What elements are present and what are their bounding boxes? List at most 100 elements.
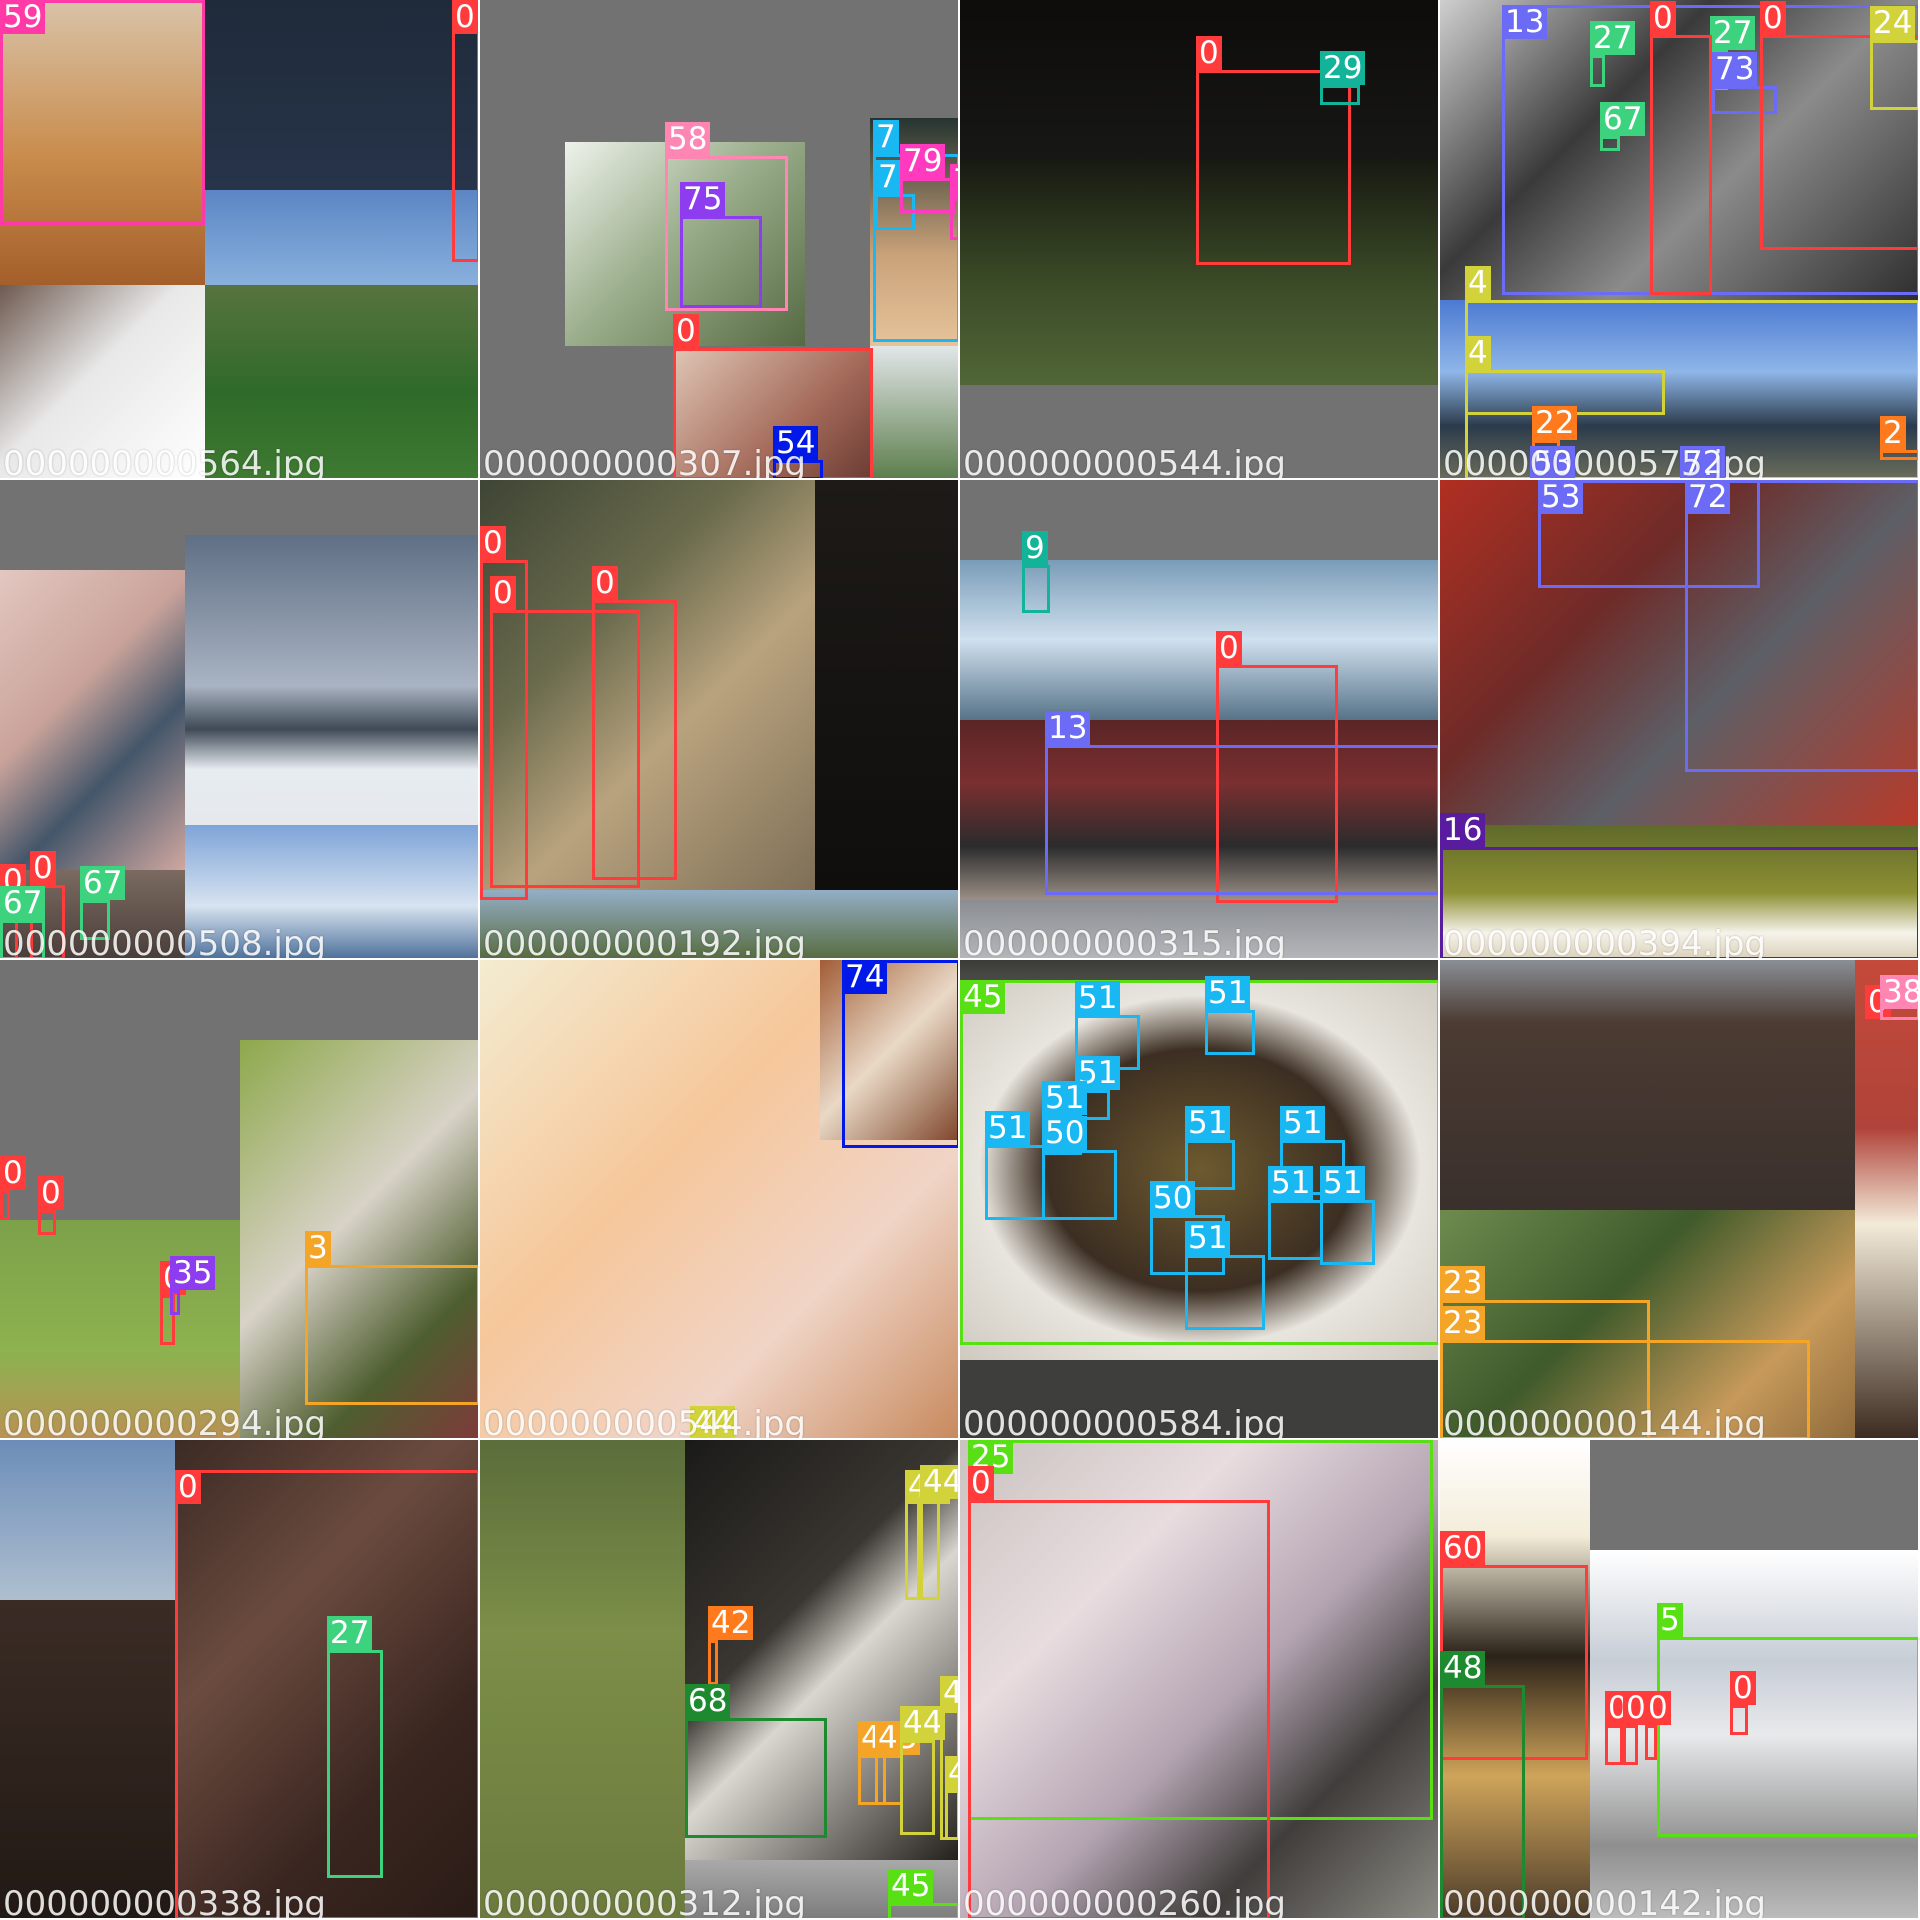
box-label: 44	[945, 1756, 958, 1790]
box-label: 16	[1440, 813, 1486, 847]
bounding-box: 67	[0, 886, 46, 958]
tile-filename: 000000000575.jpg	[1443, 444, 1766, 478]
tile-filename: 000000000394.jpg	[1443, 924, 1766, 958]
tile-filename: 000000000315.jpg	[963, 924, 1286, 958]
image-region	[1855, 960, 1918, 1438]
box-label: 0	[452, 0, 478, 34]
box-label: 44	[920, 1465, 958, 1499]
box-label: 7	[875, 160, 901, 194]
bounding-box: 0	[592, 566, 677, 880]
box-label: 0	[1216, 631, 1242, 665]
box-label: 79	[950, 164, 958, 198]
image-region	[685, 1440, 958, 1860]
box-label: 0	[673, 314, 699, 348]
image-tile: 0 38 23 23 000000000144.jpg	[1440, 960, 1918, 1438]
box-label: 2	[1880, 416, 1906, 450]
image-region	[960, 385, 1438, 478]
bounding-box: 27	[1590, 21, 1636, 87]
tile-filename: 000000000142.jpg	[1443, 1884, 1766, 1918]
tile-filename: 000000000544.jpg	[483, 1404, 806, 1438]
image-tile: 9 0 13 000000000315.jpg	[960, 480, 1438, 958]
image-region	[960, 560, 1438, 720]
image-tile: 0 27 000000000338.jpg	[0, 1440, 478, 1918]
image-region	[960, 900, 1438, 958]
box-label: 75	[680, 182, 726, 216]
box-label: 0	[1623, 1691, 1649, 1725]
bounding-box: 0	[1760, 1, 1918, 250]
bounding-box: 79	[950, 164, 958, 240]
tile-filename: 000000000294.jpg	[3, 1404, 326, 1438]
bounding-box: 50	[1150, 1181, 1225, 1275]
box-label: 44	[900, 1706, 946, 1740]
bounding-box: 51	[1185, 1221, 1265, 1330]
bounding-box: 48	[1440, 1651, 1525, 1918]
bounding-box: 29	[1320, 51, 1366, 105]
bounding-box: 54	[773, 426, 823, 478]
box-label: 51	[1185, 1106, 1231, 1140]
image-region	[205, 285, 478, 478]
bounding-box: 22	[1532, 406, 1578, 478]
box-label: 44	[690, 1406, 736, 1438]
image-region	[870, 346, 958, 478]
image-region	[1440, 0, 1918, 300]
image-region	[480, 480, 815, 890]
image-region	[960, 160, 1438, 385]
image-region	[205, 190, 478, 285]
image-region	[815, 480, 958, 890]
bounding-box: 45	[960, 980, 1438, 1345]
box-label: 51	[1320, 1166, 1366, 1200]
image-region	[185, 535, 478, 870]
bounding-box: 0	[1196, 36, 1351, 265]
bounding-box: 0	[1730, 1671, 1756, 1735]
image-region	[0, 0, 205, 285]
box-label: 4	[1465, 336, 1491, 370]
bounding-box: 24	[1870, 6, 1918, 110]
box-label: 0	[490, 576, 516, 610]
box-label: 79	[900, 144, 946, 178]
box-label: 0	[480, 526, 506, 560]
bounding-box: 51	[1268, 1166, 1323, 1260]
bounding-box: 7	[873, 120, 958, 342]
bounding-box: 0	[480, 526, 528, 900]
box-label: 9	[1022, 531, 1048, 565]
bounding-box: 3	[305, 1231, 478, 1405]
image-region	[480, 1440, 685, 1918]
bounding-box: 67	[1600, 102, 1646, 151]
image-region	[205, 0, 478, 190]
bounding-box: 0	[1623, 1691, 1649, 1765]
bounding-box: 73	[1712, 52, 1777, 114]
tile-filename: 000000000312.jpg	[483, 1884, 806, 1918]
box-label: 0	[0, 1156, 26, 1190]
image-region	[960, 1360, 1438, 1438]
bounding-box: 0	[0, 1156, 26, 1220]
image-tile: 60 48 5 0 0 0 0 000000000142.jpg	[1440, 1440, 1918, 1918]
bounding-box: 0	[1216, 631, 1338, 903]
box-label: 27	[1590, 21, 1636, 55]
image-region	[1440, 300, 1918, 478]
tile-filename: 000000000307.jpg	[483, 444, 806, 478]
bounding-box: 0	[490, 576, 640, 888]
box-label: 53	[1538, 480, 1584, 514]
bounding-box: 0	[1865, 985, 1891, 1019]
image-tile: 000353000000000294.jpg	[0, 960, 478, 1438]
image-region	[175, 1440, 478, 1918]
box-label: 67	[1600, 102, 1646, 136]
bounding-box: 51	[1320, 1166, 1375, 1265]
box-label: 72	[1685, 480, 1731, 514]
bounding-box: 44	[905, 1470, 951, 1600]
bounding-box: 9	[1022, 531, 1050, 613]
image-tile: 5875054777979000000000307.jpg	[480, 0, 958, 478]
bounding-box: 75	[680, 182, 762, 308]
bounding-box: 0	[1645, 1691, 1671, 1760]
box-label: 51	[985, 1111, 1031, 1145]
bounding-box: 0	[452, 0, 478, 262]
image-region	[1590, 1550, 1918, 1918]
image-region	[565, 142, 805, 346]
image-region	[0, 570, 185, 870]
tile-filename: 000000000260.jpg	[963, 1884, 1286, 1918]
image-region	[185, 825, 478, 958]
box-label: 0	[1196, 36, 1222, 70]
box-label: 68	[685, 1684, 731, 1718]
box-label: 51	[1075, 981, 1121, 1015]
bounding-box: 0	[673, 314, 873, 478]
